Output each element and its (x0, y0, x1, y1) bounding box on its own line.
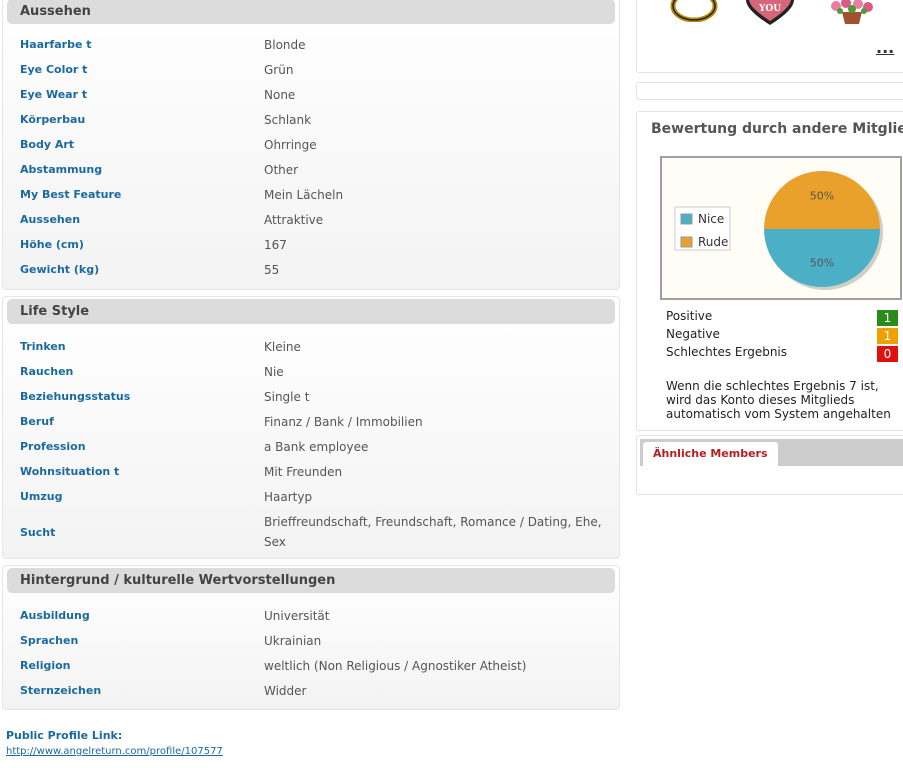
detail-label: Sternzeichen (20, 684, 102, 697)
detail-value: Haartyp (264, 490, 313, 504)
detail-label: Gewicht (kg) (20, 263, 100, 276)
svg-text:YOU: YOU (758, 4, 781, 14)
legend-label: Rude (698, 235, 728, 249)
ring-icon[interactable] (666, 0, 722, 22)
detail-value: Widder (264, 684, 307, 698)
section-title: Hintergrund / kulturelle Wertvorstellung… (7, 568, 615, 593)
flower-pot-icon[interactable] (824, 0, 880, 26)
tab-similar-members[interactable]: Ähnliche Members (643, 442, 778, 466)
rating-note: Wenn die schlechtes Ergebnis 7 ist, wird… (666, 379, 891, 421)
detail-value: Mit Freunden (264, 465, 343, 479)
stat-count-badge: 1 (877, 328, 898, 344)
detail-value: Universität (264, 609, 330, 623)
detail-value: Nie (264, 365, 284, 379)
public-profile-link[interactable]: http://www.angelreturn.com/profile/10757… (6, 746, 223, 757)
detail-label: Sucht (20, 526, 56, 539)
pie-slice-rude (764, 171, 880, 229)
detail-value: Blonde (264, 38, 306, 52)
detail-label: Haarfarbe t (20, 38, 92, 51)
detail-label: Ausbildung (20, 609, 90, 622)
stat-count-badge: 0 (877, 346, 898, 362)
detail-value: Kleine (264, 340, 301, 354)
detail-label: Beziehungsstatus (20, 390, 131, 403)
detail-label: Beruf (20, 415, 54, 428)
detail-value: 55 (264, 263, 280, 277)
section-0: Aussehen Haarfarbe t Blonde Eye Color t Grün… (2, 0, 620, 290)
stat-count-badge: 1 (877, 310, 898, 326)
section-1: Life Style Trinken Kleine Rauchen Nie Beziehu… (2, 296, 620, 559)
detail-value: None (264, 88, 296, 102)
detail-label: Body Art (20, 138, 75, 151)
section-title: Aussehen (7, 0, 615, 24)
detail-value: Single t (264, 390, 310, 404)
heart-you-icon[interactable]: YOU (743, 0, 797, 26)
section-title: Life Style (7, 299, 615, 324)
detail-value: weltlich (Non Religious / Agnostiker Ath… (264, 659, 527, 673)
detail-label: Körperbau (20, 113, 86, 126)
more-gifts-link[interactable]: ... (876, 38, 895, 57)
detail-value: 167 (264, 238, 287, 252)
detail-value: Finanz / Bank / Immobilien (264, 415, 423, 429)
detail-label: My Best Feature (20, 188, 122, 201)
detail-label: Abstammung (20, 163, 103, 176)
detail-value: Ukrainian (264, 634, 322, 648)
public-profile-label: Public Profile Link: (6, 729, 123, 742)
detail-label: Aussehen (20, 213, 81, 226)
stat-label: Positive (666, 309, 713, 323)
rating-pie-chart: Nice Rude 50% 50% (660, 156, 902, 300)
pie-value-label: 50% (810, 257, 834, 270)
stat-label: Schlechtes Ergebnis (666, 345, 788, 359)
detail-value: Grün (264, 63, 294, 77)
detail-label: Wohnsituation t (20, 465, 120, 478)
detail-value: Other (264, 163, 299, 177)
detail-label: Religion (20, 659, 71, 672)
detail-label: Rauchen (20, 365, 74, 378)
detail-label: Eye Color t (20, 63, 88, 76)
legend-label: Nice (698, 212, 724, 226)
section-2: Hintergrund / kulturelle Wertvorstellung… (2, 565, 620, 710)
detail-label: Sprachen (20, 634, 79, 647)
pie-slice-nice (764, 229, 880, 287)
detail-value: Mein Lächeln (264, 188, 344, 202)
detail-value: Schlank (264, 113, 312, 127)
detail-value: a Bank employee (264, 440, 369, 454)
detail-label: Höhe (cm) (20, 238, 84, 251)
detail-label: Eye Wear t (20, 88, 88, 101)
stat-label: Negative (666, 327, 720, 341)
rating-title: Bewertung durch andere Mitgliede (651, 121, 903, 137)
detail-value: Ohrringe (264, 138, 317, 152)
pie-value-label: 50% (810, 189, 834, 202)
detail-label: Profession (20, 440, 86, 453)
detail-value: Brieffreundschaft, Freundschaft, Romance… (264, 515, 602, 549)
detail-label: Umzug (20, 490, 63, 503)
legend-swatch (680, 236, 693, 248)
detail-label: Trinken (20, 340, 66, 353)
pie-svg: Nice Rude 50% 50% (674, 171, 883, 290)
detail-value: Attraktive (264, 213, 324, 227)
legend-swatch (680, 213, 693, 225)
empty-panel (636, 82, 903, 100)
